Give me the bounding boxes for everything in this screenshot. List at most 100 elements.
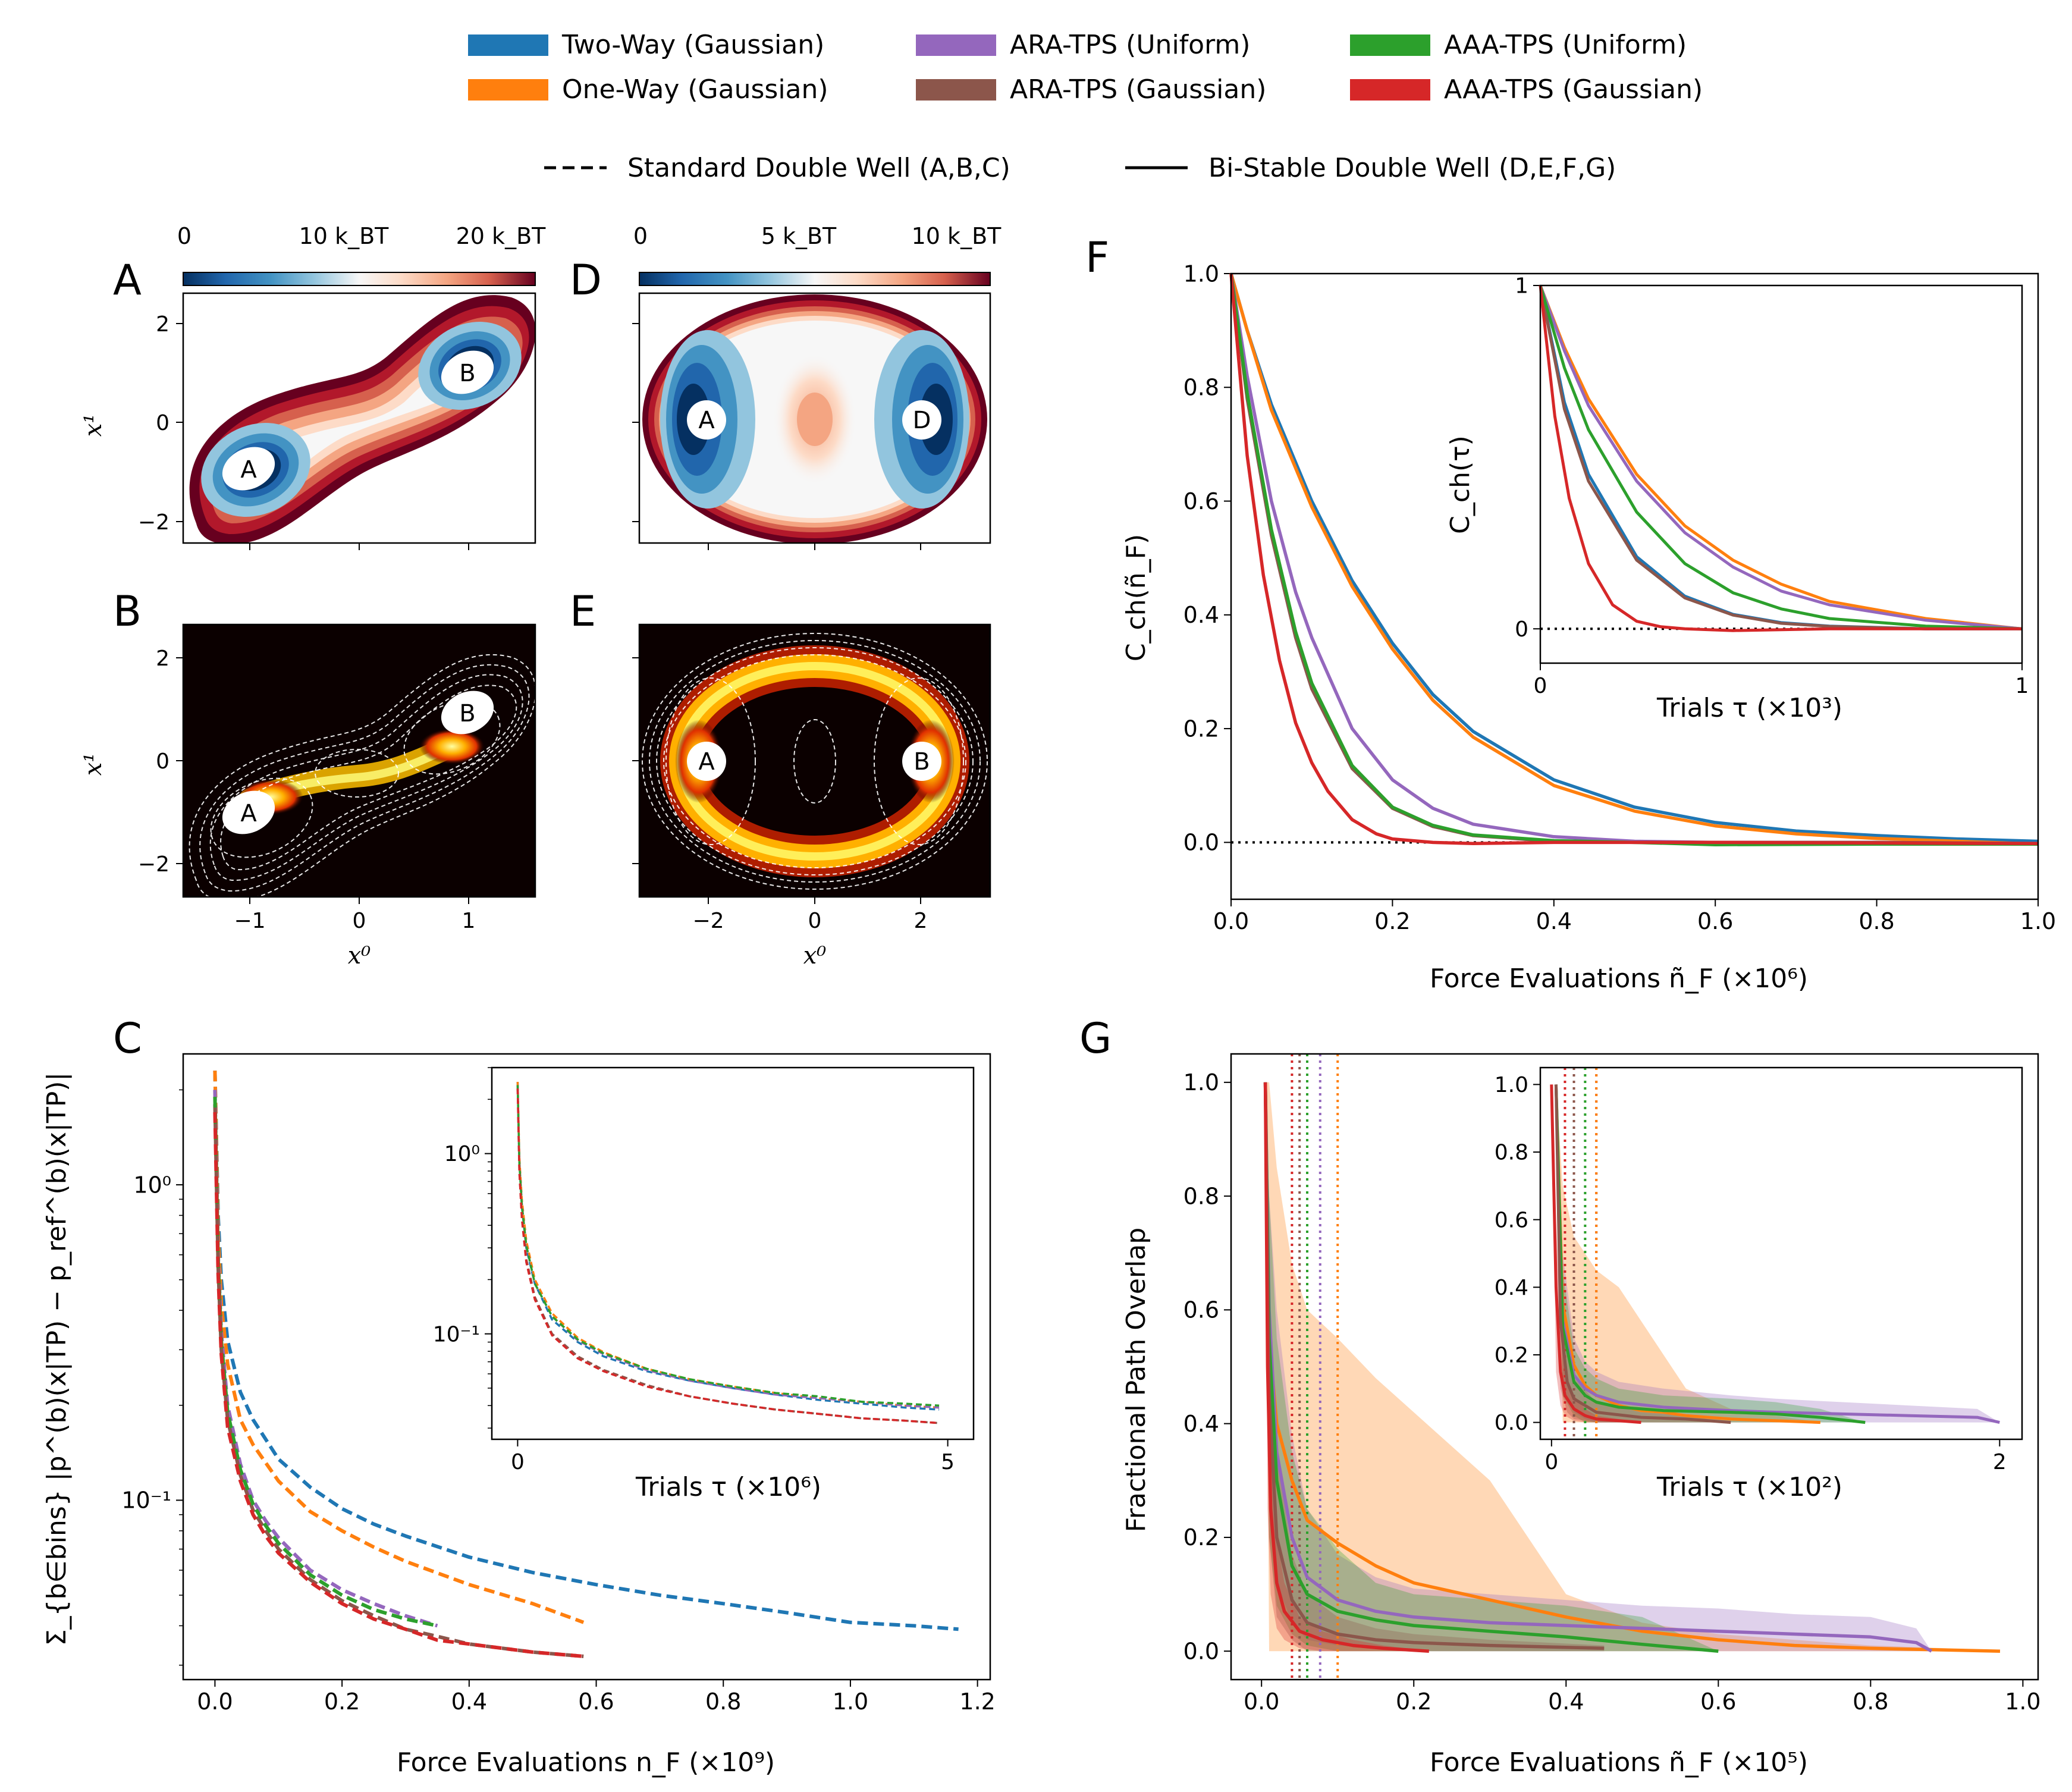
series-line-aaa-tps-gaussian — [213, 1112, 584, 1658]
series-line-aaa-tps-gaussian — [1550, 1084, 1641, 1424]
panel-d-potential: A D — [632, 292, 991, 550]
series-band-one-way-gaussian — [1265, 1082, 2000, 1652]
y-tick-label: 0.4 — [1183, 602, 1219, 628]
x-tick-label: 0 — [808, 909, 822, 933]
legend-label: ARA-TPS (Uniform) — [1010, 30, 1250, 60]
y-tick-label: 0 — [1515, 617, 1528, 642]
plot-frame — [182, 1053, 991, 1681]
x-tick-label: 0.2 — [324, 1689, 360, 1715]
state-label-b: B — [459, 700, 475, 727]
x-tick-label: 1.0 — [833, 1689, 868, 1715]
series-line-aaa-tps-gaussian — [1539, 285, 2022, 632]
legend-entry-standard-double-well: Standard Double Well (A,B,C) — [544, 153, 1010, 183]
legend-entry-two-way-gaussian: Two-Way (Gaussian) — [468, 30, 824, 60]
x-tick-label: 1.0 — [2005, 1689, 2040, 1715]
y-tick-label: 0.2 — [1495, 1344, 1528, 1368]
series-band-aaa-tps-gaussian — [1265, 1082, 1429, 1652]
series-line-ara-tps-gaussian — [1263, 1082, 1605, 1650]
y-tick-label: 0.6 — [1183, 1297, 1219, 1323]
inset-x-axis-label: Trials τ (×10²) — [1656, 1472, 1842, 1502]
plot-frame — [1230, 1053, 2039, 1681]
inset-y-axis-label: C_ch(τ) — [1445, 435, 1475, 534]
legend: Two-Way (Gaussian) One-Way (Gaussian) AR… — [468, 30, 1703, 183]
x-tick-label: 0.6 — [1697, 908, 1733, 934]
x-tick-label: 0.8 — [1858, 908, 1894, 934]
y-axis-label: x¹ — [80, 414, 107, 437]
panel-g-inset: 0 2 0.0 0.2 0.4 0.6 0.8 1.0 — [1495, 1066, 2023, 1474]
series-line-one-way-gaussian — [1539, 285, 2023, 630]
state-label-a: A — [240, 800, 257, 827]
series-band-aaa-tps-uniform — [1265, 1082, 1719, 1652]
x-tick-label: 0.0 — [197, 1689, 233, 1715]
x-tick-label: 0.6 — [1700, 1689, 1736, 1715]
legend-entry-bistable-double-well: Bi-Stable Double Well (D,E,F,G) — [1125, 153, 1616, 183]
series-line-ara-tps-gaussian — [1554, 1084, 1731, 1424]
potential-isolines — [189, 654, 535, 897]
legend-entry-ara-uniform: ARA-TPS (Uniform) — [916, 30, 1250, 60]
series-line-ara-tps-uniform — [1539, 285, 2023, 630]
x-tick-label: 1.2 — [959, 1689, 995, 1715]
plot-frame — [1539, 284, 2023, 664]
potential-contours-d — [642, 294, 987, 543]
state-d-marker — [902, 400, 941, 440]
colorbar-gradient — [183, 272, 536, 286]
state-label-a: A — [698, 407, 715, 434]
y-tick-label: 0 — [156, 411, 169, 435]
x-tick-label: 1 — [2016, 674, 2029, 698]
panel-f-inset: 0 1 0 1 — [1515, 274, 2029, 698]
x-tick-label: 2 — [1993, 1450, 2007, 1474]
state-label-b: B — [913, 748, 930, 776]
y-axis-label: x¹ — [80, 753, 107, 776]
series-line-aaa-tps-gaussian — [516, 1088, 940, 1424]
panel-b-density: A B 2 0 −2 x¹ −1 0 1 x⁰ — [80, 623, 536, 969]
colorbar-tick-5kbt: 5 k_BT — [761, 223, 837, 249]
panel-letter-g: G — [1079, 1014, 1112, 1063]
panel-g-overlap-plot: 0.0 0.2 0.4 0.6 0.8 1.0 0.0 0.2 0.4 0.6 0.8 1.0 For… — [1121, 1053, 2041, 1778]
x-tick-label: −1 — [234, 909, 265, 933]
series-line-aaa-tps-uniform — [1554, 1084, 1866, 1424]
panel-e-density: A B −2 0 2 x⁰ — [632, 623, 991, 969]
colorbar-tick-0: 0 — [177, 223, 191, 249]
y-tick-label: 1.0 — [1495, 1073, 1528, 1097]
y-axis-label: C_ch(ñ_F) — [1121, 534, 1151, 661]
y-tick-label: 1 — [1515, 274, 1528, 299]
y-tick-label: 10⁰ — [133, 1172, 171, 1198]
inset-x-axis-label: Trials τ (×10⁶) — [635, 1472, 821, 1502]
series-band-aaa-tps-gaussian — [1551, 1084, 1641, 1423]
y-tick-label: 0.4 — [1183, 1411, 1219, 1437]
y-tick-label: 0 — [156, 749, 169, 774]
series-band-ara-tps-gaussian — [1265, 1082, 1605, 1652]
potential-contours-a — [189, 295, 535, 543]
x-tick-label: 0 — [1534, 674, 1547, 698]
x-tick-label: 0.4 — [451, 1689, 487, 1715]
series-band-ara-tps-uniform — [1556, 1084, 2000, 1423]
legend-swatch — [468, 79, 548, 101]
x-tick-label: −2 — [692, 909, 724, 933]
series-line-one-way-gaussian — [213, 1071, 585, 1624]
state-b-marker — [441, 691, 494, 735]
y-axis-label: Σ_{b∈bins} |p^(b)(x|TP) − p_ref^(b)(x|TP… — [42, 1072, 72, 1646]
y-tick-label: 0.0 — [1183, 830, 1219, 856]
state-a-marker — [222, 790, 275, 834]
y-tick-label: 0.0 — [1183, 1638, 1219, 1664]
y-tick-label: 10⁰ — [444, 1142, 480, 1166]
series-line-ara-tps-gaussian — [213, 1104, 584, 1658]
legend-swatch — [468, 34, 548, 56]
plot-frame — [1539, 1066, 2023, 1440]
state-a-marker — [687, 742, 726, 781]
panel-letter-c: C — [113, 1014, 142, 1063]
y-axis-label: Fractional Path Overlap — [1121, 1228, 1151, 1532]
panel-b-x-axis: −1 0 1 x⁰ — [234, 897, 475, 969]
colorbar-d: 0 5 k_BT 10 k_BT — [633, 223, 1002, 286]
x-tick-label: 0.8 — [705, 1689, 741, 1715]
series-line-aaa-tps-uniform — [1539, 285, 2023, 630]
panel-e-x-axis: −2 0 2 x⁰ — [632, 657, 927, 969]
x-tick-label: 0.2 — [1374, 908, 1410, 934]
plot-frame — [491, 1066, 975, 1440]
legend-label: Two-Way (Gaussian) — [561, 30, 824, 60]
y-tick-label: 0.2 — [1183, 1524, 1219, 1551]
state-b-marker — [902, 742, 941, 781]
x-axis-label: Force Evaluations n_F (×10⁹) — [397, 1747, 775, 1778]
legend-swatch — [916, 79, 996, 101]
